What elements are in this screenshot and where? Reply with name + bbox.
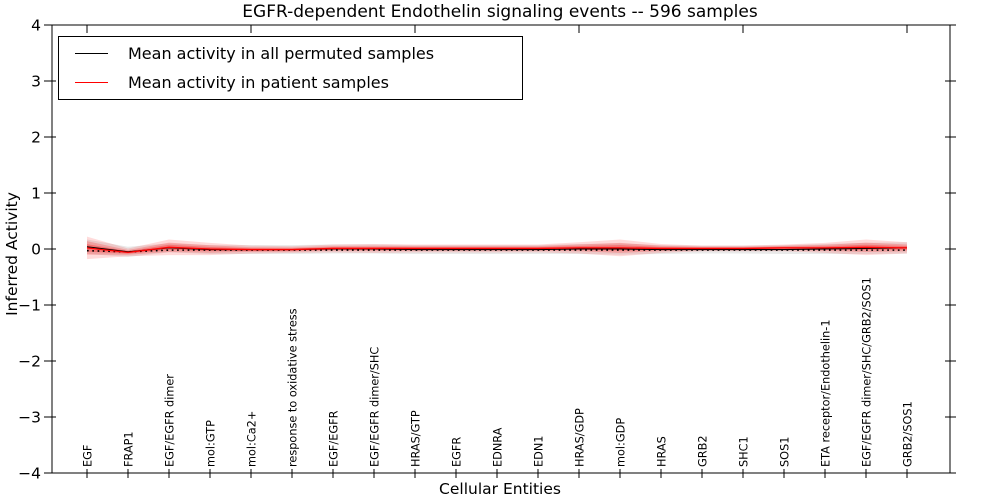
category-label: response to oxidative stress [287,308,300,467]
series-lines-group [86,246,908,254]
y-tick-label: −3 [18,409,41,427]
category-label: SOS1 [779,437,792,467]
category-label: EDN1 [533,436,546,467]
y-tick-label: −4 [18,465,41,483]
y-tick-label: −1 [18,297,41,315]
category-label: mol:GTP [205,420,218,467]
chart-title: EGFR-dependent Endothelin signaling even… [242,2,758,22]
y-tick-label: 2 [31,129,41,147]
category-label: EGF/EGFR dimer [164,374,177,467]
y-tick-label: 0 [31,241,41,259]
legend-line-sample-black [75,53,108,54]
y-ticks-group: 4 3 2 1 0 −1 −2 −3 −4 [18,17,956,483]
category-label: EGF/EGFR dimer/SHC/GRB2/SOS1 [861,277,874,467]
line-patient-mean [86,246,908,254]
y-tick-label: 4 [31,17,41,35]
category-label: SHC1 [738,436,751,467]
x-axis-label: Cellular Entities [439,480,561,498]
category-label: EGF/EGFR [328,410,341,467]
y-tick-label: −2 [18,353,41,371]
category-label: EGF [82,445,95,467]
category-label: HRAS/GTP [410,410,423,467]
category-label: EGF/EGFR dimer/SHC [369,347,382,467]
legend-entry-patient: Mean activity in patient samples [59,68,522,97]
y-tick-label: 1 [31,185,41,203]
category-label: GRB2 [697,435,710,467]
category-label: FRAP1 [123,431,136,467]
category-label: mol:Ca2+ [246,411,259,467]
y-tick-label: 3 [31,73,41,91]
category-label: GRB2/SOS1 [902,401,915,467]
category-label: mol:GDP [615,418,628,467]
category-label: HRAS/GDP [574,408,587,467]
category-label: EGFR [451,437,464,467]
category-label: ETA receptor/Endothelin-1 [820,319,833,467]
legend-line-sample-red [75,82,108,83]
legend-entry-permuted: Mean activity in all permuted samples [59,39,522,68]
legend-label-permuted: Mean activity in all permuted samples [128,44,435,63]
legend: Mean activity in all permuted samples Me… [58,36,523,100]
legend-label-patient: Mean activity in patient samples [128,73,389,92]
x-ticks-group: EGF FRAP1 EGF/EGFR dimer mol:GTP mol:Ca2+ res… [82,25,915,478]
category-label: EDNRA [492,427,505,467]
category-label: HRAS [656,436,669,467]
